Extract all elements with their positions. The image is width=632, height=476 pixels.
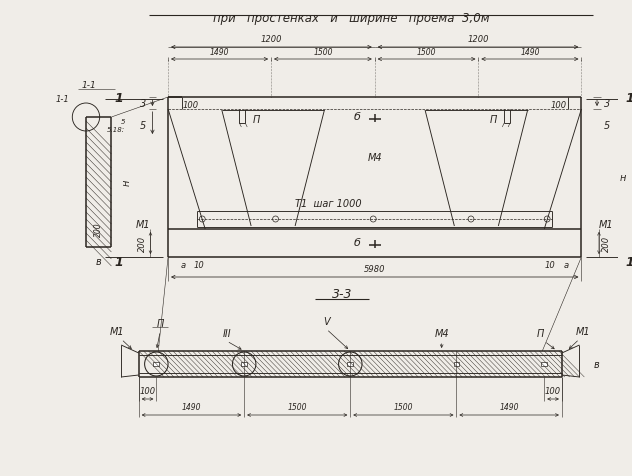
Text: 1200: 1200 [467,35,489,44]
Text: 100: 100 [545,386,561,395]
Text: М1: М1 [599,219,614,229]
Bar [241,362,247,366]
Text: М1: М1 [136,219,150,229]
Text: 1: 1 [626,91,632,104]
Text: 100: 100 [183,100,198,109]
Text: М4: М4 [434,328,449,338]
Text: а: а [181,261,186,270]
Text: б: б [354,238,361,248]
Text: П: П [490,115,497,125]
Text: 3: 3 [604,99,610,109]
Text: 1490: 1490 [182,402,201,411]
Bar [454,362,459,366]
Text: а: а [563,261,568,270]
Text: 1500: 1500 [313,48,332,57]
Text: М1: М1 [576,327,591,336]
Text: 5: 5 [140,121,146,131]
Text: при   простенках   и   ширине   проема  3,0м: при простенках и ширине проема 3,0м [214,12,490,25]
Text: 3-3: 3-3 [332,288,352,301]
Bar [542,362,547,366]
Text: П: П [157,318,164,328]
Text: 5: 5 [121,119,125,125]
Text: М1: М1 [110,327,125,336]
Text: н: н [122,179,132,186]
Text: 1200: 1200 [260,35,282,44]
Text: 3: 3 [140,99,146,109]
Text: 5.18:: 5.18: [107,127,125,133]
Text: 1500: 1500 [394,402,413,411]
Text: 1490: 1490 [520,48,540,57]
Text: 1: 1 [115,256,124,269]
Text: 200: 200 [602,236,611,251]
Text: в: в [96,257,102,267]
Text: 1490: 1490 [210,48,229,57]
Bar [348,362,353,366]
Text: 1-1: 1-1 [56,95,70,104]
Text: 100: 100 [551,100,567,109]
Text: П: П [537,328,544,338]
Text: П: П [252,115,260,125]
Text: 1500: 1500 [417,48,436,57]
Text: 1: 1 [626,256,632,269]
Text: Т1  шаг 1000: Т1 шаг 1000 [295,198,362,208]
Text: 1: 1 [115,91,124,104]
Text: б: б [354,112,361,122]
Text: 5980: 5980 [364,265,386,273]
Text: 10: 10 [194,261,205,270]
Text: 1500: 1500 [288,402,307,411]
Text: в: в [593,359,599,369]
Text: 10: 10 [545,261,556,270]
Text: 200: 200 [138,236,147,251]
Text: 1-1: 1-1 [82,81,96,90]
Text: 200: 200 [94,222,103,237]
Text: н: н [619,173,626,183]
Text: 1490: 1490 [499,402,519,411]
Text: V: V [323,317,330,327]
Text: III: III [222,328,231,338]
Bar [154,362,159,366]
Text: М4: М4 [367,153,382,163]
Text: 5: 5 [604,121,610,131]
Text: 100: 100 [140,386,155,395]
